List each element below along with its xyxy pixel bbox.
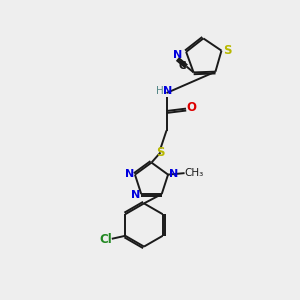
Text: H: H [156, 85, 164, 96]
Text: N: N [131, 190, 140, 200]
Text: S: S [223, 44, 231, 56]
Text: Cl: Cl [99, 233, 112, 246]
Text: N: N [125, 169, 134, 179]
Text: N: N [173, 50, 182, 60]
Text: S: S [156, 146, 165, 159]
Text: N: N [163, 85, 172, 96]
Text: C: C [178, 61, 186, 71]
Text: O: O [186, 101, 197, 114]
Text: CH₃: CH₃ [184, 167, 203, 178]
Text: N: N [169, 169, 178, 179]
